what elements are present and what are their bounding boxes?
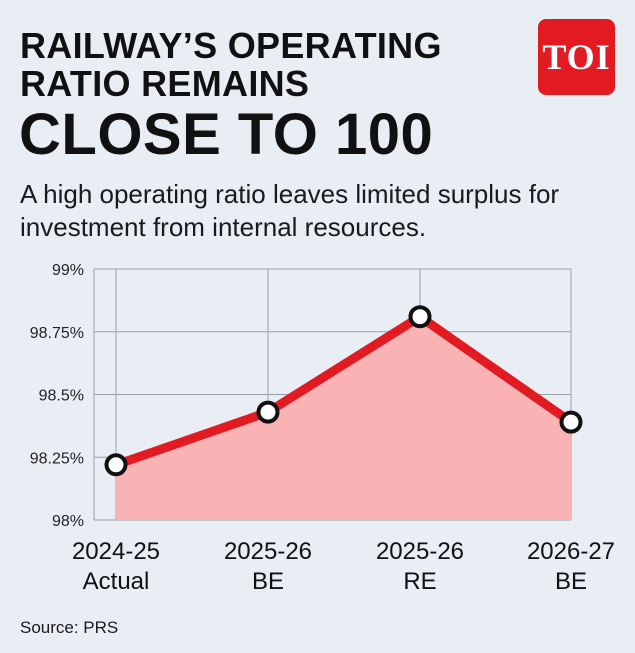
title-line-2: RATIO REMAINS [20, 63, 310, 104]
area-fill [116, 316, 571, 520]
y-tick-label: 98% [52, 513, 84, 530]
data-point [256, 400, 280, 424]
source-note: Source: PRS [20, 618, 119, 637]
data-point [104, 453, 128, 477]
y-tick-label: 99% [52, 262, 84, 279]
title-line-3: CLOSE TO 100 [19, 102, 434, 167]
x-tick-label: 2025-26 BE [224, 538, 312, 595]
x-tick-labels: 2024-25 Actual 2025-26 BE 2025-26 RE 2026-27 BE [72, 538, 615, 595]
series-line [111, 312, 576, 470]
data-point [559, 410, 583, 434]
y-tick-label: 98.5% [39, 388, 84, 405]
title-line-1: RAILWAY’S OPERATING [20, 25, 442, 66]
y-tick-labels: 98% 98.25% 98.5% 98.75% 99% [30, 262, 84, 530]
y-tick-label: 98.75% [30, 325, 84, 342]
x-tick-label: 2026-27 BE [527, 538, 615, 595]
x-tick-label: 2025-26 RE [376, 538, 464, 595]
line-layer [111, 312, 576, 470]
x-tick-label: 2024-25 Actual [72, 538, 160, 595]
chart-subtitle: A high operating ratio leaves limited su… [20, 179, 560, 242]
toi-logo: TOI [538, 19, 615, 95]
data-point [408, 305, 432, 329]
area-layer [116, 316, 571, 520]
marker-layer [104, 305, 583, 477]
y-tick-label: 98.25% [30, 450, 84, 467]
